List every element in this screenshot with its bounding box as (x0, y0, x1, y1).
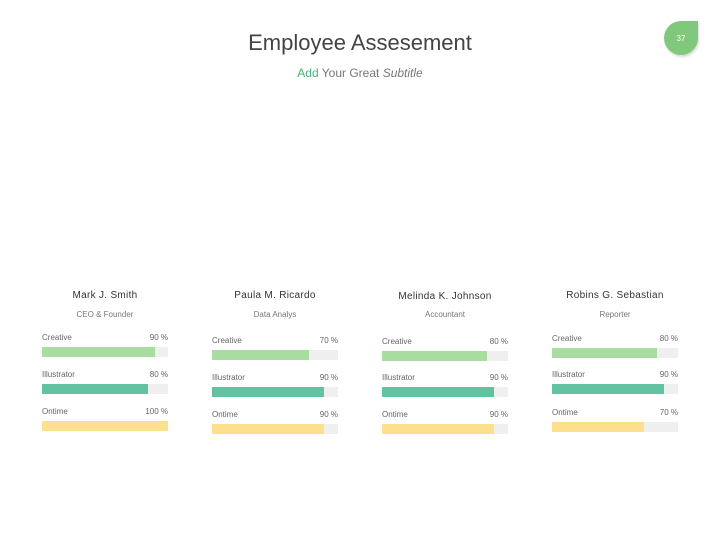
progress-track (382, 387, 508, 397)
employee-name: Robins G. Sebastian (566, 290, 664, 301)
page-number: 37 (676, 33, 686, 43)
skill-percent: 90 % (489, 410, 508, 419)
skill-percent: 70 % (659, 408, 678, 417)
skill-row-illustrator: Illustrator 80 % (42, 370, 168, 400)
employee-role: Reporter (599, 310, 631, 319)
progress-fill (212, 424, 325, 434)
skill-row-creative: Creative 70 % (212, 336, 338, 366)
subtitle-italic: Subtitle (382, 66, 423, 80)
skill-percent: 90 % (489, 373, 508, 382)
progress-fill (42, 384, 148, 394)
skill-row-creative: Creative 80 % (382, 337, 508, 367)
progress-track (382, 424, 508, 434)
employee-role: CEO & Founder (76, 310, 134, 319)
skill-row-illustrator: Illustrator 90 % (552, 370, 678, 400)
progress-fill (552, 348, 657, 358)
skill-percent: 90 % (149, 333, 168, 342)
skill-label: Creative (552, 334, 582, 343)
skill-label: Illustrator (212, 373, 245, 382)
progress-fill (382, 387, 495, 397)
progress-fill (382, 424, 495, 434)
skill-row-illustrator: Illustrator 90 % (382, 373, 508, 403)
progress-fill (42, 347, 156, 357)
progress-track (212, 387, 338, 397)
progress-track (552, 422, 678, 432)
progress-track (42, 384, 168, 394)
page-number-badge: 37 (664, 21, 698, 55)
skill-label: Creative (212, 336, 242, 345)
skill-label: Illustrator (382, 373, 415, 382)
skill-label: Creative (42, 333, 72, 342)
page-subtitle: Add Your Great Subtitle (0, 66, 720, 80)
skill-percent: 90 % (319, 410, 338, 419)
employee-role: Accountant (424, 310, 466, 319)
skill-label: Illustrator (552, 370, 585, 379)
skill-row-ontime: Ontime 70 % (552, 408, 678, 438)
progress-track (212, 350, 338, 360)
progress-track (382, 351, 508, 361)
progress-fill (552, 384, 665, 394)
progress-fill (382, 351, 487, 361)
progress-fill (212, 387, 325, 397)
subtitle-accent: Add (297, 66, 319, 80)
skill-label: Illustrator (42, 370, 75, 379)
progress-track (42, 421, 168, 431)
page-title: Employee Assesement (248, 30, 472, 55)
skill-percent: 70 % (319, 336, 338, 345)
skill-percent: 80 % (659, 334, 678, 343)
progress-track (212, 424, 338, 434)
skill-row-ontime: Ontime 100 % (42, 407, 168, 437)
skill-row-illustrator: Illustrator 90 % (212, 373, 338, 403)
progress-track (552, 384, 678, 394)
skill-percent: 90 % (319, 373, 338, 382)
skill-row-creative: Creative 90 % (42, 333, 168, 363)
skill-label: Ontime (212, 410, 238, 419)
skill-label: Creative (382, 337, 412, 346)
skill-label: Ontime (382, 410, 408, 419)
employee-role: Data Analys (253, 310, 297, 319)
skill-label: Ontime (42, 407, 68, 416)
skill-percent: 100 % (145, 407, 168, 416)
skill-row-ontime: Ontime 90 % (382, 410, 508, 440)
progress-fill (552, 422, 644, 432)
skill-percent: 90 % (659, 370, 678, 379)
skill-row-creative: Creative 80 % (552, 334, 678, 364)
progress-fill (212, 350, 310, 360)
progress-track (42, 347, 168, 357)
employee-name: Paula M. Ricardo (234, 290, 316, 301)
skill-percent: 80 % (149, 370, 168, 379)
employee-name: Melinda K. Johnson (398, 291, 492, 302)
progress-fill (42, 421, 168, 431)
employee-name: Mark J. Smith (72, 290, 138, 301)
skill-row-ontime: Ontime 90 % (212, 410, 338, 440)
skill-label: Ontime (552, 408, 578, 417)
skill-percent: 80 % (489, 337, 508, 346)
subtitle-plain: Your Great (318, 66, 383, 80)
progress-track (552, 348, 678, 358)
